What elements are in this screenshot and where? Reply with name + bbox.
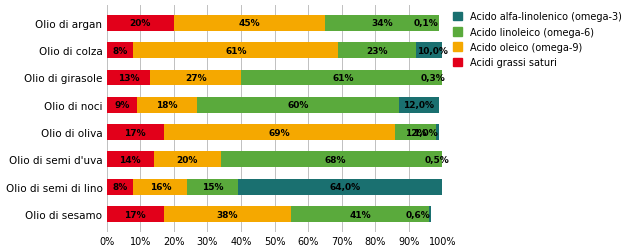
Text: 0,1%: 0,1% [414, 19, 439, 28]
Text: 20%: 20% [129, 19, 151, 28]
Text: 20%: 20% [177, 155, 198, 164]
Bar [449, 152, 451, 168]
Text: 0,5%: 0,5% [425, 155, 450, 164]
Bar [107, 98, 137, 113]
Bar [221, 152, 449, 168]
Text: 15%: 15% [202, 182, 223, 192]
Bar [107, 125, 163, 140]
Bar [445, 70, 447, 86]
Bar [416, 43, 449, 59]
Bar [338, 43, 416, 59]
Text: 61%: 61% [225, 46, 247, 55]
Text: 1,0%: 1,0% [413, 128, 438, 137]
Text: 41%: 41% [350, 210, 371, 219]
Bar [134, 43, 338, 59]
Text: 23%: 23% [366, 46, 387, 55]
Text: 60%: 60% [287, 101, 309, 110]
Text: 0,3%: 0,3% [421, 74, 445, 83]
Bar [137, 98, 198, 113]
Bar [163, 206, 292, 222]
Text: 13%: 13% [117, 74, 139, 83]
Bar [436, 125, 439, 140]
Bar [198, 98, 399, 113]
Bar [399, 98, 439, 113]
Text: 34%: 34% [371, 19, 392, 28]
Text: 61%: 61% [333, 74, 354, 83]
Text: 64,0%: 64,0% [329, 182, 360, 192]
Bar [107, 70, 150, 86]
Bar [134, 179, 187, 195]
Bar [107, 16, 174, 32]
Text: 8%: 8% [112, 46, 127, 55]
Bar [292, 206, 429, 222]
Bar [187, 179, 238, 195]
Text: 14%: 14% [119, 155, 141, 164]
Bar [107, 206, 163, 222]
Bar [241, 70, 445, 86]
Text: 45%: 45% [239, 19, 260, 28]
Bar [396, 125, 436, 140]
Text: 0,6%: 0,6% [405, 210, 430, 219]
Legend: Acido alfa-linolenico (omega-3), Acido linoleico (omega-6), Acido oleico (omega-: Acido alfa-linolenico (omega-3), Acido l… [451, 10, 624, 70]
Bar [174, 16, 325, 32]
Text: 68%: 68% [324, 155, 346, 164]
Text: 69%: 69% [269, 128, 290, 137]
Bar [107, 179, 134, 195]
Text: 27%: 27% [185, 74, 206, 83]
Text: 38%: 38% [216, 210, 239, 219]
Bar [150, 70, 241, 86]
Bar [153, 152, 221, 168]
Text: 17%: 17% [124, 210, 146, 219]
Bar [429, 206, 431, 222]
Text: 10,0%: 10,0% [417, 46, 448, 55]
Bar [163, 125, 396, 140]
Bar [107, 43, 134, 59]
Text: 8%: 8% [112, 182, 127, 192]
Bar [325, 16, 439, 32]
Text: 12,0%: 12,0% [403, 101, 434, 110]
Text: 17%: 17% [124, 128, 146, 137]
Text: 12%: 12% [405, 128, 427, 137]
Text: 18%: 18% [156, 101, 178, 110]
Text: 16%: 16% [150, 182, 171, 192]
Bar [238, 179, 452, 195]
Bar [107, 152, 153, 168]
Text: 9%: 9% [114, 101, 129, 110]
